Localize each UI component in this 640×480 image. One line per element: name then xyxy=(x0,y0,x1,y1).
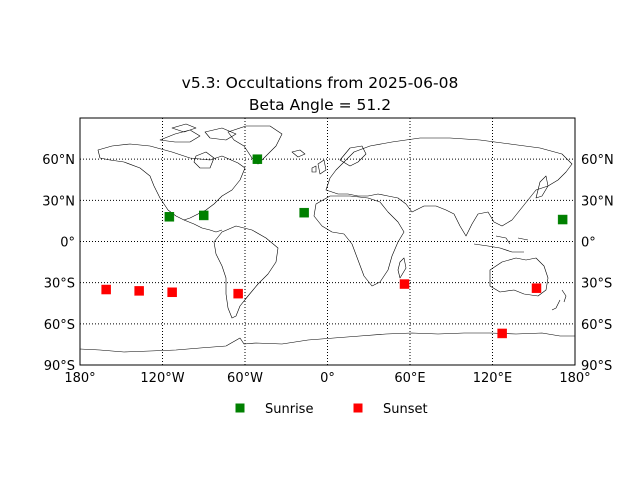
eurasia-outline xyxy=(325,137,573,237)
y-tick-label-right: 60°S xyxy=(581,318,612,333)
australia-outline xyxy=(489,257,549,297)
sunrise-legend-label: Sunrise xyxy=(265,402,313,417)
sunrise-point xyxy=(299,207,309,218)
central-america-outline xyxy=(183,219,223,233)
sunset-legend-marker xyxy=(353,403,363,413)
africa-outline xyxy=(313,195,405,287)
y-tick-label-left: 30°S xyxy=(44,277,75,292)
y-tick-label-right: 30°N xyxy=(581,194,614,209)
y-tick-label-left: 90°S xyxy=(44,359,75,374)
map-frame xyxy=(79,117,576,366)
madagascar-outline xyxy=(397,257,407,279)
japan-outline xyxy=(535,175,549,199)
x-tick-label: 180° xyxy=(559,371,590,386)
x-tick-label: 60°W xyxy=(227,371,263,386)
legend: Sunrise Sunset xyxy=(235,402,428,417)
chart-title: v5.3: Occultations from 2025-06-08 xyxy=(181,74,459,92)
sunrise-point xyxy=(557,214,568,225)
sunset-point xyxy=(167,287,177,298)
sunset-point xyxy=(233,288,243,299)
hudson-bay xyxy=(193,151,215,169)
scandinavia-outline xyxy=(339,145,367,167)
iceland-outline xyxy=(291,149,306,158)
y-tick-label-right: 90°S xyxy=(581,359,612,374)
british-isles-outline xyxy=(311,159,327,175)
axis-ticks: 180° 120°W 60°W 0° 60°E 120°E 180° 60°N 60°N 30°N… xyxy=(42,153,614,386)
greenland-outline xyxy=(227,125,283,165)
sunset-point xyxy=(497,328,507,339)
sunset-point xyxy=(134,286,144,296)
graticule xyxy=(80,118,575,365)
y-tick-label-left: 60°S xyxy=(44,318,75,333)
occultation-points xyxy=(101,154,568,339)
south-america-outline xyxy=(213,225,279,319)
sunset-point xyxy=(399,279,410,289)
sunset-point xyxy=(101,284,111,295)
new-zealand-outline xyxy=(551,289,567,311)
sunrise-point xyxy=(252,154,263,164)
y-tick-label-right: 30°S xyxy=(581,277,612,292)
y-tick-label-right: 60°N xyxy=(581,153,614,168)
canadian-archipelago xyxy=(159,123,237,143)
y-tick-label-left: 0° xyxy=(60,236,75,251)
y-tick-label-left: 30°N xyxy=(42,194,75,209)
sunrise-point xyxy=(199,210,209,221)
sunrise-point xyxy=(164,212,175,222)
sunrise-legend-marker xyxy=(235,403,245,413)
x-tick-label: 120°E xyxy=(473,371,513,386)
x-tick-label: 120°W xyxy=(140,371,184,386)
x-tick-label: 0° xyxy=(320,371,335,386)
north-america-outline xyxy=(97,143,246,221)
y-tick-label-left: 60°N xyxy=(42,153,75,168)
indonesia-outline xyxy=(473,235,529,253)
sunset-point xyxy=(531,283,542,293)
y-tick-label-right: 0° xyxy=(581,236,596,251)
x-tick-label: 60°E xyxy=(394,371,425,386)
x-tick-label: 180° xyxy=(64,371,95,386)
chart-subtitle: Beta Angle = 51.2 xyxy=(248,96,392,114)
sunset-legend-label: Sunset xyxy=(383,402,428,417)
